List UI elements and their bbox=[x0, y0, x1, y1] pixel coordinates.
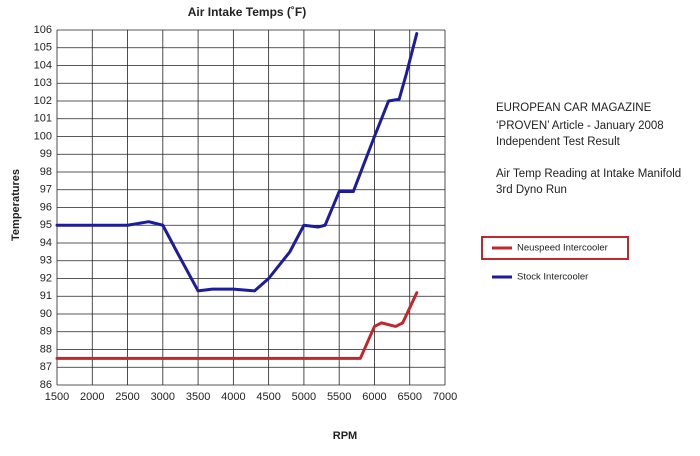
legend-label: Stock Intercooler bbox=[517, 272, 588, 283]
y-tick-label: 98 bbox=[40, 166, 52, 178]
y-tick-label: 90 bbox=[40, 308, 52, 320]
y-tick-label: 101 bbox=[34, 113, 52, 125]
y-axis-label: Temperatures bbox=[10, 169, 22, 241]
y-tick-label: 88 bbox=[40, 343, 52, 355]
y-tick-label: 103 bbox=[34, 77, 52, 89]
series-line bbox=[55, 32, 419, 293]
annotation: Air Temp Reading at Intake Manifold bbox=[496, 168, 681, 180]
annotation: 3rd Dyno Run bbox=[496, 184, 567, 196]
y-tick-label: 106 bbox=[34, 24, 52, 36]
y-tick-label: 102 bbox=[34, 95, 52, 107]
x-tick-label: 4500 bbox=[256, 391, 280, 403]
x-tick-label: 7000 bbox=[433, 391, 457, 403]
x-tick-label: 4000 bbox=[221, 391, 245, 403]
x-tick-label: 6000 bbox=[362, 391, 386, 403]
x-tick-label: 5000 bbox=[292, 391, 316, 403]
x-tick-label: 2000 bbox=[80, 391, 104, 403]
x-tick-label: 6500 bbox=[397, 391, 421, 403]
y-tick-label: 99 bbox=[40, 148, 52, 160]
x-tick-label: 3500 bbox=[186, 391, 210, 403]
y-tick-label: 92 bbox=[40, 272, 52, 284]
y-tick-label: 86 bbox=[40, 379, 52, 391]
annotation: EUROPEAN CAR MAGAZINE bbox=[496, 102, 652, 114]
legend-box bbox=[481, 236, 629, 260]
y-tick-label: 94 bbox=[40, 237, 52, 249]
y-tick-label: 91 bbox=[40, 290, 52, 302]
x-tick-label: 2500 bbox=[115, 391, 139, 403]
y-tick-label: 104 bbox=[34, 59, 52, 71]
x-tick-label: 5500 bbox=[327, 391, 351, 403]
x-tick-label: 1500 bbox=[45, 391, 69, 403]
y-tick-label: 105 bbox=[34, 42, 52, 54]
series-line bbox=[55, 291, 419, 360]
annotation: Independent Test Result bbox=[496, 136, 621, 148]
y-tick-label: 100 bbox=[34, 130, 52, 142]
chart-title: Air Intake Temps (˚F) bbox=[188, 5, 306, 19]
y-tick-label: 89 bbox=[40, 326, 52, 338]
y-tick-label: 96 bbox=[40, 201, 52, 213]
y-tick-label: 97 bbox=[40, 184, 52, 196]
legend-label: Neuspeed Intercooler bbox=[517, 243, 608, 254]
y-tick-label: 93 bbox=[40, 255, 52, 267]
y-tick-label: 95 bbox=[40, 219, 52, 231]
x-tick-label: 3000 bbox=[151, 391, 175, 403]
annotation: ‘PROVEN’ Article - January 2008 bbox=[496, 120, 664, 132]
y-tick-label: 87 bbox=[40, 361, 52, 373]
x-axis-label: RPM bbox=[333, 430, 357, 442]
